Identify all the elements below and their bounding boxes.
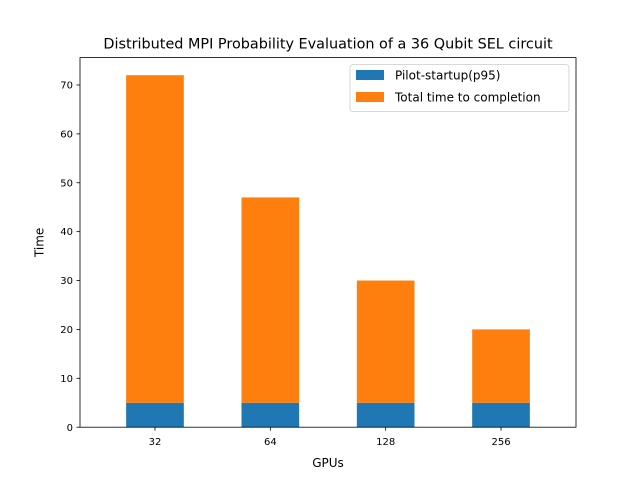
bar-total-time-to-completion-64: [241, 197, 300, 403]
bar-total-time-to-completion-128: [356, 280, 415, 403]
bar-total-time-to-completion-32: [126, 75, 184, 403]
bars: [126, 75, 530, 428]
y-tick-label: 20: [60, 325, 73, 336]
x-tick-label: 64: [264, 437, 277, 448]
y-tick-label: 10: [60, 374, 73, 385]
y-tick-label: 50: [60, 178, 73, 189]
bar-pilot-startup-p95-128: [356, 402, 415, 428]
y-tick-label: 30: [60, 276, 73, 287]
plot-frame: [79, 57, 577, 428]
bar-pilot-startup-p95-256: [472, 402, 530, 428]
x-tick-label: 128: [376, 437, 395, 448]
legend-frame: [349, 64, 570, 112]
bar-pilot-startup-p95-32: [126, 402, 184, 428]
x-tick-label: 256: [491, 437, 510, 448]
plot-area: [79, 57, 577, 428]
y-axis-label: Time: [33, 228, 47, 258]
y-tick-label: 40: [60, 227, 73, 238]
legend: Pilot-startup(p95) Total time to complet…: [349, 64, 570, 112]
y-tick-label: 0: [67, 423, 73, 434]
legend-swatch-pilot-startup: [356, 70, 384, 80]
y-axis-ticks: 0 10 20 30 40 50 60 70: [60, 81, 80, 434]
chart-title: Distributed MPI Probability Evaluation o…: [103, 37, 553, 53]
legend-label-pilot-startup: Pilot-startup(p95): [395, 69, 500, 83]
legend-label-total-time: Total time to completion: [394, 91, 541, 105]
x-axis-label: GPUs: [312, 456, 344, 470]
bar-total-time-to-completion-256: [472, 329, 530, 403]
legend-swatch-total-time: [356, 92, 384, 102]
x-tick-label: 32: [149, 437, 162, 448]
y-tick-label: 70: [60, 81, 73, 92]
x-axis-ticks: 32 64 128 256: [149, 427, 511, 448]
bar-pilot-startup-p95-64: [241, 402, 300, 428]
y-tick-label: 60: [60, 129, 73, 140]
